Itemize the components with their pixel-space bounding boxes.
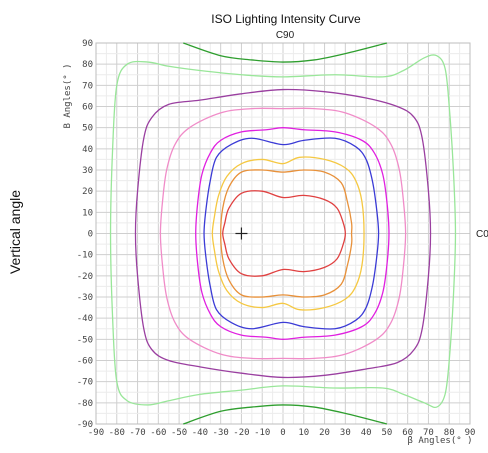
center-marker bbox=[235, 227, 248, 240]
x-tick-label: 90 bbox=[465, 428, 476, 438]
c0-label: C0 bbox=[476, 229, 488, 240]
y-axis-label: B Angles(° ) bbox=[63, 63, 73, 128]
x-tick-label: 60 bbox=[402, 428, 413, 438]
contour-line-5 bbox=[159, 107, 407, 360]
contour-line-3 bbox=[109, 54, 457, 409]
plot-frame bbox=[95, 42, 471, 425]
x-tick-label: -90 bbox=[88, 428, 104, 438]
x-tick-label: 80 bbox=[444, 428, 455, 438]
contour-series bbox=[109, 42, 457, 425]
x-tick-label: 30 bbox=[340, 428, 351, 438]
y-tick-label: 50 bbox=[82, 124, 93, 134]
contour-line-4 bbox=[134, 88, 432, 379]
y-tick-label: -50 bbox=[77, 335, 93, 345]
y-tick-label: 90 bbox=[82, 39, 93, 49]
y-tick-label: -40 bbox=[77, 314, 93, 324]
contour-line-10 bbox=[222, 190, 346, 277]
contour-line-9 bbox=[220, 169, 353, 298]
x-tick-label: 70 bbox=[423, 428, 434, 438]
c90-label: C90 bbox=[276, 30, 295, 41]
x-tick-label: 40 bbox=[361, 428, 372, 438]
y-tick-label: -60 bbox=[77, 357, 93, 367]
y-tick-label: 40 bbox=[82, 145, 93, 155]
y-tick-label: 10 bbox=[82, 208, 93, 218]
contour-line-2 bbox=[183, 404, 388, 425]
y-tick-label: 30 bbox=[82, 166, 93, 176]
y-tick-label: 80 bbox=[82, 60, 93, 70]
x-tick-label: -30 bbox=[213, 428, 229, 438]
contour-line-8 bbox=[211, 156, 365, 311]
chart-title: ISO Lighting Intensity Curve bbox=[211, 12, 361, 26]
x-tick-label: 50 bbox=[381, 428, 392, 438]
x-tick-label: -70 bbox=[129, 428, 145, 438]
x-tick-label: 0 bbox=[280, 428, 285, 438]
y-tick-label: -70 bbox=[77, 378, 93, 388]
y-tick-label: -80 bbox=[77, 399, 93, 409]
y-tick-label: 20 bbox=[82, 187, 93, 197]
y-tick-label: 60 bbox=[82, 103, 93, 113]
grid bbox=[95, 42, 471, 425]
y-tick-label: -30 bbox=[77, 293, 93, 303]
x-tick-label: -40 bbox=[192, 428, 208, 438]
contour-line-7 bbox=[203, 137, 380, 330]
y-tick-label: -90 bbox=[77, 420, 93, 430]
tick-labels: -90 -80 -70 -60 -50 -40 -30 -20 -10 0 10 20 30 40 50 60… bbox=[77, 39, 476, 438]
y-tick-label: -10 bbox=[77, 251, 93, 261]
vertical-angle-label: Vertical angle bbox=[7, 190, 23, 274]
x-tick-label: -10 bbox=[254, 428, 270, 438]
x-tick-label: -20 bbox=[233, 428, 249, 438]
y-tick-label: 0 bbox=[88, 230, 93, 240]
x-tick-label: 20 bbox=[319, 428, 330, 438]
x-tick-label: 10 bbox=[298, 428, 309, 438]
contour-line-6 bbox=[195, 127, 390, 340]
y-tick-label: -20 bbox=[77, 272, 93, 282]
x-axis-label: β Angles(° ) bbox=[407, 436, 472, 446]
x-tick-label: -60 bbox=[150, 428, 166, 438]
x-tick-label: -50 bbox=[171, 428, 187, 438]
contour-line-1 bbox=[183, 42, 388, 63]
x-tick-label: -80 bbox=[109, 428, 125, 438]
y-tick-label: 70 bbox=[82, 81, 93, 91]
